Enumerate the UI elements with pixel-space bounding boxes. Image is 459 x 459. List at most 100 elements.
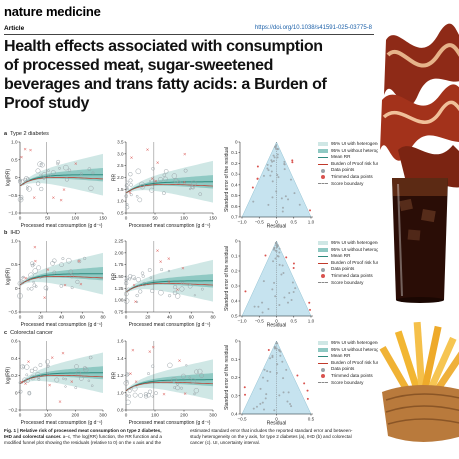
data-point <box>24 364 30 370</box>
data-point <box>147 372 150 376</box>
legend-item: Trimmed data points <box>318 373 391 380</box>
data-point <box>275 246 278 249</box>
trimmed-data-point: × <box>178 358 182 364</box>
data-point <box>265 393 268 396</box>
data-point <box>278 247 281 250</box>
data-point <box>266 163 269 166</box>
data-point <box>151 395 154 398</box>
data-point <box>290 405 293 408</box>
legend-swatch <box>318 362 328 364</box>
data-point <box>45 288 49 291</box>
data-point <box>30 374 36 381</box>
trimmed-data-point: × <box>162 392 166 398</box>
legend-swatch <box>321 374 325 379</box>
trimmed-data-point: × <box>167 279 171 285</box>
data-point <box>162 191 166 195</box>
data-point <box>131 385 138 392</box>
trimmed-data-point: × <box>20 380 24 386</box>
x-axis-label: Processed meat consumption (g d⁻¹) <box>21 322 103 328</box>
data-point <box>284 195 287 198</box>
trimmed-data-point <box>291 161 294 164</box>
legend-label: Trimmed data points <box>331 272 373 278</box>
data-point <box>179 286 185 292</box>
data-point <box>128 277 132 281</box>
legend-item: 95% UI without heterogeneity <box>318 247 391 254</box>
data-point <box>18 381 22 385</box>
x-tick-label: 1.0 <box>308 319 315 324</box>
y-tick-label: 0.1 <box>231 254 238 259</box>
data-point <box>35 181 41 186</box>
data-point <box>35 372 41 378</box>
data-point <box>64 377 68 381</box>
legend-label: Mean RR <box>331 353 351 359</box>
data-point <box>173 386 177 390</box>
legend-label: Score boundary <box>331 279 364 285</box>
data-point <box>68 269 74 274</box>
data-point <box>56 162 60 166</box>
legend-item: 95% UI without heterogeneity <box>318 148 391 155</box>
journal-name[interactable]: nature medicine <box>4 4 101 19</box>
data-point <box>172 290 178 296</box>
burden-of-proof-line <box>19 374 104 385</box>
data-point <box>33 366 38 371</box>
x-tick-label: 40 <box>167 315 173 320</box>
data-point <box>126 203 129 206</box>
data-point <box>24 176 29 181</box>
data-point <box>290 299 293 302</box>
data-point <box>271 356 274 359</box>
trimmed-data-point <box>251 186 254 189</box>
data-point <box>17 196 24 203</box>
doi-link[interactable]: https://doi.org/10.1038/s41591-025-03775… <box>254 25 372 31</box>
data-point <box>276 254 279 257</box>
data-point <box>255 405 258 408</box>
data-point <box>273 409 276 412</box>
data-point <box>270 170 273 173</box>
data-point <box>83 367 89 373</box>
data-point <box>271 196 274 199</box>
x-axis-label: Residual <box>267 421 286 427</box>
data-point <box>200 287 204 291</box>
x-tick-label: 0 <box>125 413 128 418</box>
x-tick-label: 0 <box>19 413 22 418</box>
data-point <box>137 284 141 287</box>
trimmed-data-point: × <box>176 287 180 293</box>
data-point <box>282 377 285 380</box>
data-point <box>139 181 145 188</box>
legend-item: Data points <box>318 266 391 273</box>
data-point <box>124 278 128 282</box>
legend-swatch <box>321 274 325 279</box>
trimmed-data-point: × <box>61 351 65 357</box>
trimmed-data-point: × <box>27 359 31 365</box>
trimmed-data-point: × <box>23 146 27 152</box>
y-tick-label: 0.4 <box>11 356 18 361</box>
data-point <box>147 268 152 272</box>
data-point <box>279 350 282 353</box>
legend-swatch <box>321 175 325 180</box>
data-point <box>125 186 129 190</box>
trimmed-data-point: × <box>156 160 160 166</box>
data-point <box>152 179 156 183</box>
legend-swatch <box>318 183 328 185</box>
y-tick-label: 0.7 <box>231 215 238 220</box>
data-point <box>198 192 203 196</box>
data-point <box>126 372 130 376</box>
data-point <box>193 294 196 297</box>
data-point <box>61 257 65 261</box>
trimmed-data-point: × <box>74 161 78 167</box>
y-tick-label: 1.0 <box>117 390 124 395</box>
trimmed-data-point: × <box>20 154 24 160</box>
y-tick-label: 3.0 <box>117 151 124 156</box>
trimmed-data-point <box>244 290 247 293</box>
legend-swatch <box>318 282 328 284</box>
data-point <box>171 173 178 179</box>
data-point <box>74 364 79 369</box>
data-point <box>82 366 87 371</box>
x-tick-label: −0.5 <box>255 319 265 324</box>
data-point <box>146 393 151 398</box>
legend-swatch <box>318 255 328 257</box>
data-point <box>267 203 270 206</box>
trimmed-data-point: × <box>128 190 132 196</box>
x-tick-label: 0 <box>19 315 22 320</box>
x-tick-label: 200 <box>180 413 188 418</box>
trimmed-data-point: × <box>134 379 138 385</box>
